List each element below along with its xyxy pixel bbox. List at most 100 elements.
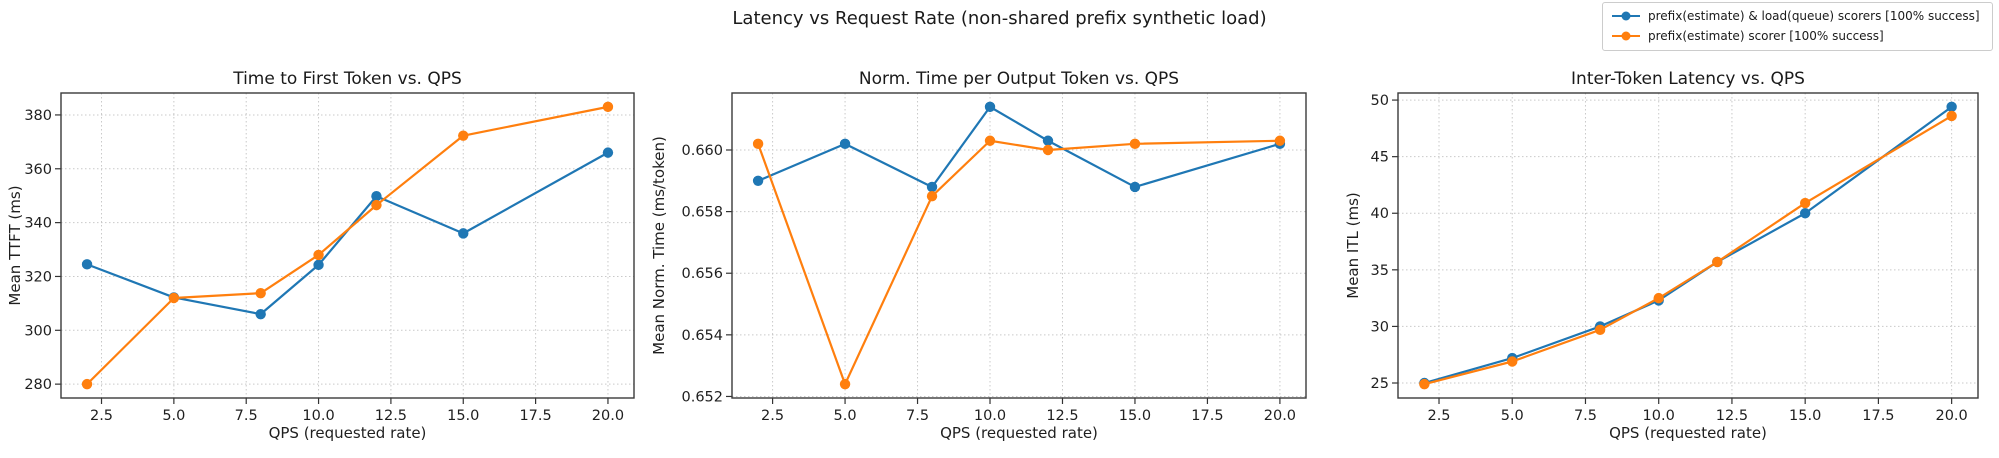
- data-point: [1712, 256, 1723, 268]
- x-tick-label: 10.0: [1643, 408, 1675, 424]
- data-point: [81, 259, 93, 270]
- x-axis-label: QPS (requested rate): [1609, 424, 1767, 442]
- x-tick-label: 20.0: [1935, 408, 1967, 424]
- x-tick-label: 15.0: [1789, 408, 1821, 424]
- x-tick-label: 20.0: [592, 408, 624, 424]
- y-tick-label: 320: [24, 269, 52, 285]
- data-point: [752, 175, 764, 187]
- data-point: [1129, 181, 1141, 193]
- data-point: [168, 292, 180, 304]
- x-tick-label: 20.0: [1264, 408, 1296, 424]
- legend-label: prefix(estimate) & load(queue) scorers […: [1648, 9, 1980, 23]
- data-point: [1946, 101, 1957, 113]
- y-tick-label: 0.654: [681, 328, 723, 344]
- series-line: [757, 105, 1281, 189]
- x-tick-label: 17.5: [1862, 408, 1894, 424]
- x-tick-label: 2.5: [761, 408, 784, 424]
- chart-title: Time to First Token vs. QPS: [232, 69, 462, 89]
- data-point: [984, 135, 996, 146]
- data-point: [1274, 135, 1286, 146]
- data-point: [839, 138, 851, 150]
- chart-title: Norm. Time per Output Token vs. QPS: [859, 69, 1179, 89]
- y-tick-label: 0.658: [681, 205, 723, 221]
- figure-title: Latency vs Request Rate (non-shared pref…: [732, 8, 1267, 29]
- data-point: [1129, 138, 1141, 150]
- chart-title: Inter-Token Latency vs. QPS: [1571, 69, 1805, 89]
- x-tick-label: 15.0: [1119, 408, 1151, 424]
- legend-label: prefix(estimate) scorer [100% success]: [1648, 29, 1884, 43]
- y-tick-label: 300: [24, 323, 52, 339]
- y-tick-label: 30: [1371, 319, 1389, 335]
- chart-time-to-first-token: 2.5 5.0 7.5 10.0 12.5 15.0 17.5 20.0 280 300 320 34…: [6, 69, 635, 442]
- data-point: [458, 228, 469, 239]
- data-point: [984, 101, 996, 113]
- x-tick-label: 15.0: [447, 408, 479, 424]
- series-line: [757, 139, 1280, 386]
- x-tick-label: 12.5: [1716, 408, 1748, 424]
- x-tick-label: 2.5: [1427, 408, 1450, 424]
- series-line: [86, 105, 609, 385]
- plot-frame: [731, 92, 1307, 399]
- x-tick-label: 7.5: [906, 408, 929, 424]
- y-tick-label: 40: [1371, 206, 1389, 222]
- x-tick-label: 10.0: [974, 408, 1006, 424]
- data-point: [752, 138, 764, 150]
- x-axis-label: QPS (requested rate): [940, 424, 1098, 442]
- data-point: [371, 191, 382, 202]
- data-point: [1946, 110, 1957, 122]
- data-point: [1507, 356, 1518, 367]
- data-point: [371, 199, 382, 211]
- data-point: [1799, 208, 1811, 219]
- y-axis-label: Mean TTFT (ms): [6, 185, 24, 305]
- data-point: [926, 181, 938, 193]
- x-tick-label: 7.5: [235, 408, 258, 424]
- x-tick-label: 17.5: [1191, 408, 1223, 424]
- x-axis-label: QPS (requested rate): [269, 424, 427, 442]
- legend-item: prefix(estimate) scorer [100% success]: [1611, 26, 1984, 46]
- x-tick-label: 5.0: [162, 408, 185, 424]
- chart-inter-token-latency: 2.5 5.0 7.5 10.0 12.5 15.0 17.5 20.0 25 30 35 40 45 5…: [1344, 69, 1979, 442]
- data-point: [1419, 378, 1430, 390]
- y-tick-label: 0.660: [681, 143, 723, 159]
- plot-frame: [1397, 92, 1979, 399]
- plot-frame: [60, 92, 635, 399]
- data-point: [458, 130, 469, 141]
- data-point: [255, 308, 266, 320]
- data-point: [1042, 144, 1054, 156]
- x-tick-label: 17.5: [519, 408, 551, 424]
- x-tick-label: 12.5: [375, 408, 407, 424]
- legend-item: prefix(estimate) & load(queue) scorers […: [1611, 6, 1984, 26]
- y-tick-label: 25: [1371, 376, 1389, 392]
- data-point: [839, 378, 851, 390]
- data-point: [1799, 197, 1811, 209]
- data-point: [255, 287, 266, 299]
- series-line: [1424, 105, 1953, 385]
- y-tick-label: 340: [24, 216, 52, 232]
- series-line: [1424, 114, 1953, 386]
- legend-line-marker-icon: [1612, 31, 1640, 41]
- y-tick-label: 360: [24, 162, 52, 178]
- legend-box: prefix(estimate) & load(queue) scorers […: [1602, 2, 1993, 51]
- x-tick-label: 10.0: [302, 408, 334, 424]
- data-point: [313, 249, 324, 261]
- y-tick-label: 45: [1371, 150, 1389, 166]
- data-point: [1653, 292, 1664, 304]
- y-tick-label: 0.652: [681, 389, 723, 405]
- data-point: [926, 191, 938, 202]
- y-tick-label: 35: [1371, 263, 1389, 279]
- data-point: [81, 378, 93, 390]
- y-tick-label: 50: [1371, 93, 1389, 109]
- data-point: [602, 147, 614, 158]
- y-tick-label: 380: [24, 108, 52, 124]
- chart-norm-time-per-output-token: 2.5 5.0 7.5 10.0 12.5 15.0 17.5 20.0 0.652 0.654 0…: [650, 69, 1307, 442]
- x-tick-label: 12.5: [1046, 408, 1078, 424]
- x-tick-label: 5.0: [834, 408, 857, 424]
- data-point: [1042, 135, 1054, 146]
- y-axis-label: Mean Norm. Time (ms/token): [650, 136, 668, 355]
- y-axis-label: Mean ITL (ms): [1344, 192, 1362, 298]
- data-point: [313, 259, 324, 271]
- data-point: [602, 101, 614, 113]
- x-tick-label: 2.5: [90, 408, 113, 424]
- series-line: [86, 151, 609, 316]
